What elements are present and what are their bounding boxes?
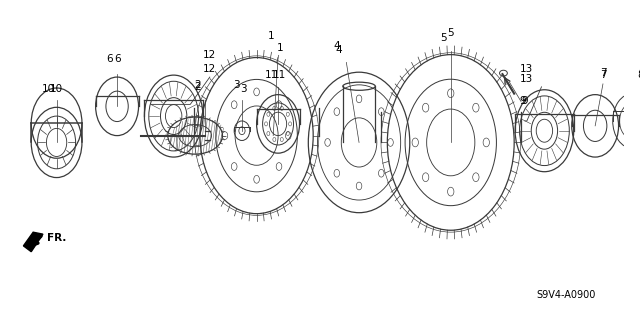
Text: 5: 5 bbox=[440, 33, 447, 43]
Text: 2: 2 bbox=[194, 80, 200, 90]
Text: 1: 1 bbox=[268, 31, 275, 41]
Text: S9V4-A0900: S9V4-A0900 bbox=[536, 290, 596, 300]
Text: 9: 9 bbox=[520, 96, 526, 106]
Text: 7: 7 bbox=[600, 68, 606, 78]
Text: 6: 6 bbox=[106, 54, 113, 64]
Text: 13: 13 bbox=[520, 64, 534, 74]
Text: 4: 4 bbox=[335, 44, 342, 55]
Text: 10: 10 bbox=[42, 84, 55, 94]
Text: 13: 13 bbox=[520, 74, 534, 84]
Text: 12: 12 bbox=[203, 51, 216, 60]
Text: 12: 12 bbox=[203, 64, 216, 74]
Text: 1: 1 bbox=[276, 43, 284, 53]
Text: 8: 8 bbox=[637, 70, 640, 80]
Text: 7: 7 bbox=[600, 70, 606, 80]
Text: FR.: FR. bbox=[47, 233, 66, 243]
Text: 9: 9 bbox=[522, 96, 528, 106]
Text: 3: 3 bbox=[241, 84, 247, 94]
Text: 5: 5 bbox=[447, 28, 454, 38]
Text: 6: 6 bbox=[114, 54, 120, 64]
Text: 11: 11 bbox=[273, 70, 285, 80]
Text: 2: 2 bbox=[194, 82, 200, 92]
Text: 11: 11 bbox=[264, 70, 278, 80]
Text: 10: 10 bbox=[50, 84, 63, 94]
Text: 3: 3 bbox=[233, 80, 239, 90]
Text: 8: 8 bbox=[639, 68, 640, 78]
Text: 4: 4 bbox=[333, 41, 340, 51]
Polygon shape bbox=[24, 232, 43, 252]
